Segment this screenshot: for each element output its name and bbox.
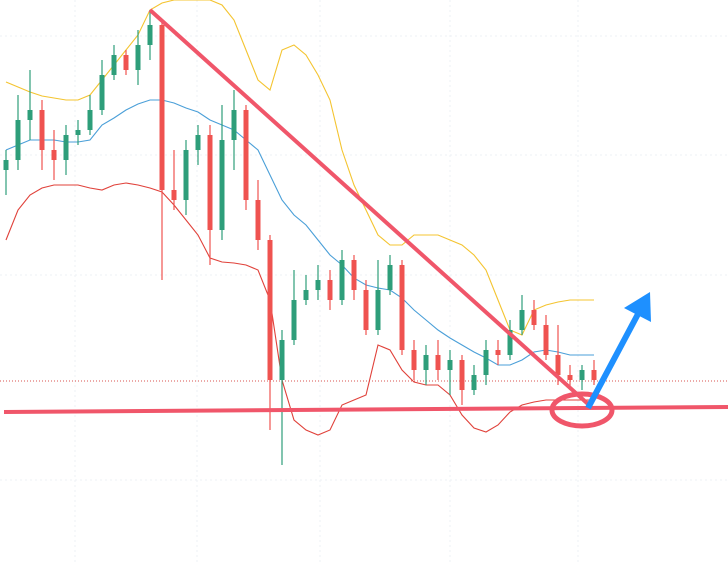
candle-body (171, 190, 177, 200)
band-line (5, 99, 594, 366)
support-line (3, 405, 728, 414)
candle-body (459, 360, 465, 390)
plot (3, 0, 597, 465)
candle-body (135, 45, 141, 70)
candle-body (351, 260, 357, 290)
candle-body (363, 290, 369, 330)
annotations (3, 8, 728, 429)
candle-body (315, 280, 321, 290)
candle-body (579, 370, 585, 380)
candle-body (543, 325, 549, 355)
trend-line (148, 8, 590, 406)
highlight-circle (549, 391, 615, 429)
candle-body (183, 150, 189, 200)
candle-body (195, 135, 201, 150)
candle-body (423, 355, 429, 370)
candle-body (555, 355, 561, 375)
candle-body (519, 310, 525, 330)
candle-body (411, 350, 417, 370)
candle-body (279, 340, 285, 380)
candle-body (243, 110, 249, 200)
candle-body (39, 110, 45, 150)
candle-body (399, 265, 405, 350)
candle-body (51, 150, 57, 160)
candle-body (591, 370, 597, 380)
candle-body (339, 260, 345, 300)
candle-body (375, 290, 381, 330)
arrow-shaft (585, 312, 641, 410)
candle-body (531, 310, 537, 325)
arrow-head (624, 292, 651, 322)
candle-body (231, 110, 237, 140)
candle-body (255, 200, 261, 240)
candle-body (507, 330, 513, 355)
candle-body (3, 160, 9, 170)
candle-body (111, 55, 117, 75)
candle-body (435, 355, 441, 370)
candle-body (447, 360, 453, 370)
candle-body (147, 25, 153, 45)
candle-body (303, 290, 309, 300)
candle-body (15, 120, 21, 160)
candle-body (27, 110, 33, 120)
candle-body (471, 375, 477, 390)
band-line (5, 0, 594, 336)
candle-body (159, 25, 165, 190)
candle-body (123, 55, 129, 70)
candle-body (219, 140, 225, 230)
candle-body (63, 135, 69, 160)
candle-body (99, 75, 105, 110)
candle-body (75, 130, 81, 135)
candle-body (483, 350, 489, 375)
candle-body (387, 265, 393, 290)
band-line (5, 182, 594, 436)
candle-body (327, 280, 333, 300)
candle-body (291, 300, 297, 340)
candle-body (267, 240, 273, 380)
candle-body (207, 135, 213, 230)
candle-body (567, 375, 573, 380)
candle-body (495, 350, 501, 355)
candle-body (87, 110, 93, 130)
